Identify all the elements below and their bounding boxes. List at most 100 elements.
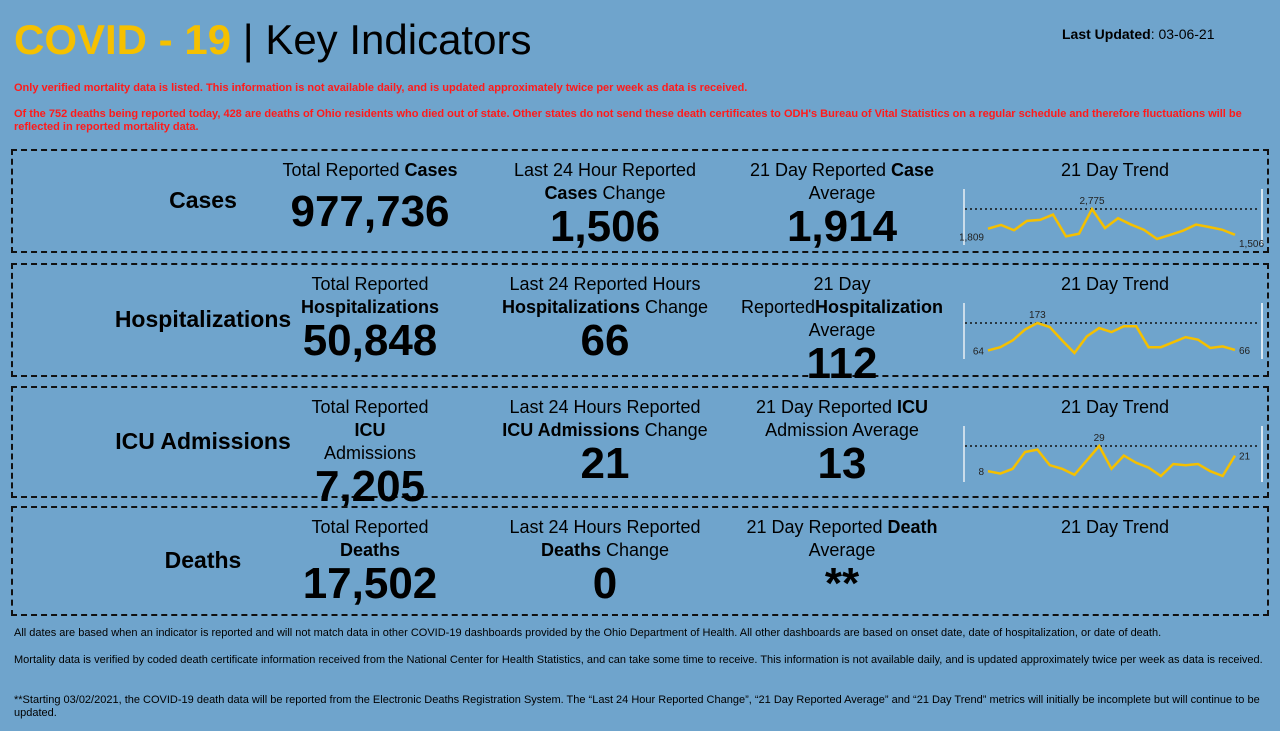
change-value: 21: [580, 439, 630, 488]
total-label: Total Reported: [311, 274, 429, 294]
trend-end-label: 21: [1239, 452, 1251, 463]
total-label-bold: Hospitalizations: [300, 297, 439, 317]
row-label-cases: Cases: [83, 187, 323, 214]
total-label: Total Reported: [282, 160, 405, 180]
average-label-bold: Case: [891, 160, 935, 180]
trend-start-label: 64: [973, 346, 985, 357]
total-value: 17,502: [302, 559, 438, 608]
change-label-post: Change: [639, 297, 709, 317]
footnote-mortality: Mortality data is verified by coded deat…: [14, 654, 1263, 666]
trend-end-label: 66: [1239, 346, 1251, 357]
change-label-bold: Deaths: [540, 540, 601, 560]
trend-max-label: 29: [1094, 433, 1106, 444]
row-label-text: Cases: [169, 187, 237, 213]
total-value: 50,848: [302, 316, 438, 365]
page-title: COVID - 19 | Key Indicators: [14, 16, 531, 64]
change-label-bold: Cases: [544, 183, 598, 203]
trend-sparkline-hospitalizations: 64 173 66: [963, 303, 1263, 359]
trend-title-hospitalizations: 21 Day Trend: [1000, 274, 1230, 295]
change-label-post: Change: [639, 420, 708, 440]
footnote-edrs: **Starting 03/02/2021, the COVID-19 deat…: [14, 694, 1260, 719]
trend-line: [987, 321, 1236, 355]
notice-out-of-state: Of the 752 deaths being reported today, …: [14, 108, 1242, 133]
panel-cases: [11, 149, 1269, 253]
average-icu-admissions: 21 Day Reported ICU Admission Average 13: [722, 396, 962, 486]
trend-title-icu-admissions: 21 Day Trend: [1000, 397, 1230, 418]
last-updated-value: : 03-06-21: [1150, 26, 1215, 42]
average-label-bold: Death: [887, 517, 938, 537]
change-cases: Last 24 Hour Reported Cases Change 1,506: [485, 159, 725, 249]
average-label: 21 Day Reported: [749, 160, 892, 180]
trend-line: [987, 206, 1236, 241]
average-label: 21 Day Reported: [746, 517, 888, 537]
change-deaths: Last 24 Hours Reported Deaths Change 0: [485, 516, 725, 606]
trend-title-text: 21 Day Trend: [1060, 397, 1170, 417]
average-value: 13: [817, 439, 867, 488]
average-label-post: Average: [808, 320, 876, 340]
trend-title-deaths: 21 Day Trend: [1000, 517, 1230, 538]
total-label: Total Reported: [311, 517, 429, 537]
change-value: 66: [580, 316, 630, 365]
trend-start-label: 1,809: [960, 233, 984, 244]
total-value: 7,205: [314, 462, 426, 511]
title-key-indicators: Key Indicators: [265, 16, 532, 63]
trend-line: [987, 443, 1237, 478]
row-label-text: Deaths: [164, 547, 242, 573]
total-label-bold: ICU: [354, 420, 386, 440]
total-label-bold: Cases: [404, 160, 458, 180]
average-deaths: 21 Day Reported Death Average **: [722, 516, 962, 606]
average-label: 21 Day Reported: [755, 397, 898, 417]
average-label-post: Average: [808, 183, 876, 203]
total-label: Total Reported: [311, 397, 429, 417]
total-label-post: Admissions: [323, 443, 417, 463]
panel-deaths: [11, 506, 1269, 616]
change-value: 1,506: [549, 202, 661, 251]
trend-title-cases: 21 Day Trend: [1000, 160, 1230, 181]
average-cases: 21 Day Reported Case Average 1,914: [722, 159, 962, 249]
change-label-post: Change: [600, 540, 670, 560]
row-label-text: ICU Admissions: [115, 428, 291, 454]
trend-title-text: 21 Day Trend: [1060, 517, 1170, 537]
average-label-bold: Hospitalization: [815, 297, 944, 317]
average-label-post: Admission Average: [765, 420, 919, 440]
total-icu-admissions: Total Reported ICU Admissions 7,205: [250, 396, 490, 509]
change-label: Last 24 Reported Hours: [509, 274, 701, 294]
average-label: 21 Day Reported: [740, 274, 871, 317]
change-value: 0: [592, 559, 618, 608]
trend-max-label: 2,775: [1079, 196, 1104, 207]
trend-max-label: 173: [1029, 310, 1046, 321]
trend-end-label: 1,506: [1239, 239, 1264, 250]
trend-sparkline-cases: 1,809 2,775 1,506: [960, 189, 1264, 250]
panel-icu-admissions: [11, 386, 1269, 498]
total-value: 977,736: [290, 187, 450, 236]
total-hospitalizations: Total Reported Hospitalizations 50,848: [250, 273, 490, 363]
average-value: **: [824, 559, 860, 608]
notice-mortality: Only verified mortality data is listed. …: [14, 82, 748, 94]
average-hospitalizations: 21 Day ReportedHospitalization Average 11…: [722, 273, 962, 386]
change-label: Last 24 Hours Reported: [509, 397, 701, 417]
change-label: Last 24 Hours Reported: [509, 517, 701, 537]
change-label-bold: ICU Admissions: [502, 420, 640, 440]
last-updated-label: Last Updated: [1062, 26, 1151, 42]
title-separator: |: [231, 16, 266, 63]
change-label-bold: Hospitalizations: [501, 297, 640, 317]
change-hospitalizations: Last 24 Reported Hours Hospitalizations C…: [485, 273, 725, 363]
average-value: 112: [806, 339, 878, 388]
row-label-text: Hospitalizations: [114, 306, 292, 332]
average-value: 1,914: [786, 202, 898, 251]
change-icu-admissions: Last 24 Hours Reported ICU Admissions Cha…: [485, 396, 725, 486]
change-label-post: Change: [597, 183, 666, 203]
row-label-deaths: Deaths: [83, 547, 323, 574]
trend-title-text: 21 Day Trend: [1060, 160, 1170, 180]
panel-hospitalizations: [11, 263, 1269, 377]
trend-sparkline-icu-admissions: 8 29 21: [963, 426, 1263, 482]
title-covid: COVID - 19: [14, 16, 232, 63]
trend-start-label: 8: [978, 467, 984, 478]
row-label-icu-admissions: ICU Admissions: [83, 428, 323, 455]
change-label: Last 24 Hour Reported: [513, 160, 697, 180]
total-label-bold: Deaths: [339, 540, 401, 560]
footnote-dates: All dates are based when an indicator is…: [14, 627, 1162, 639]
row-label-hospitalizations: Hospitalizations: [83, 306, 323, 333]
average-label-post: Average: [808, 540, 876, 560]
total-cases: Total Reported Cases 977,736: [250, 159, 490, 234]
